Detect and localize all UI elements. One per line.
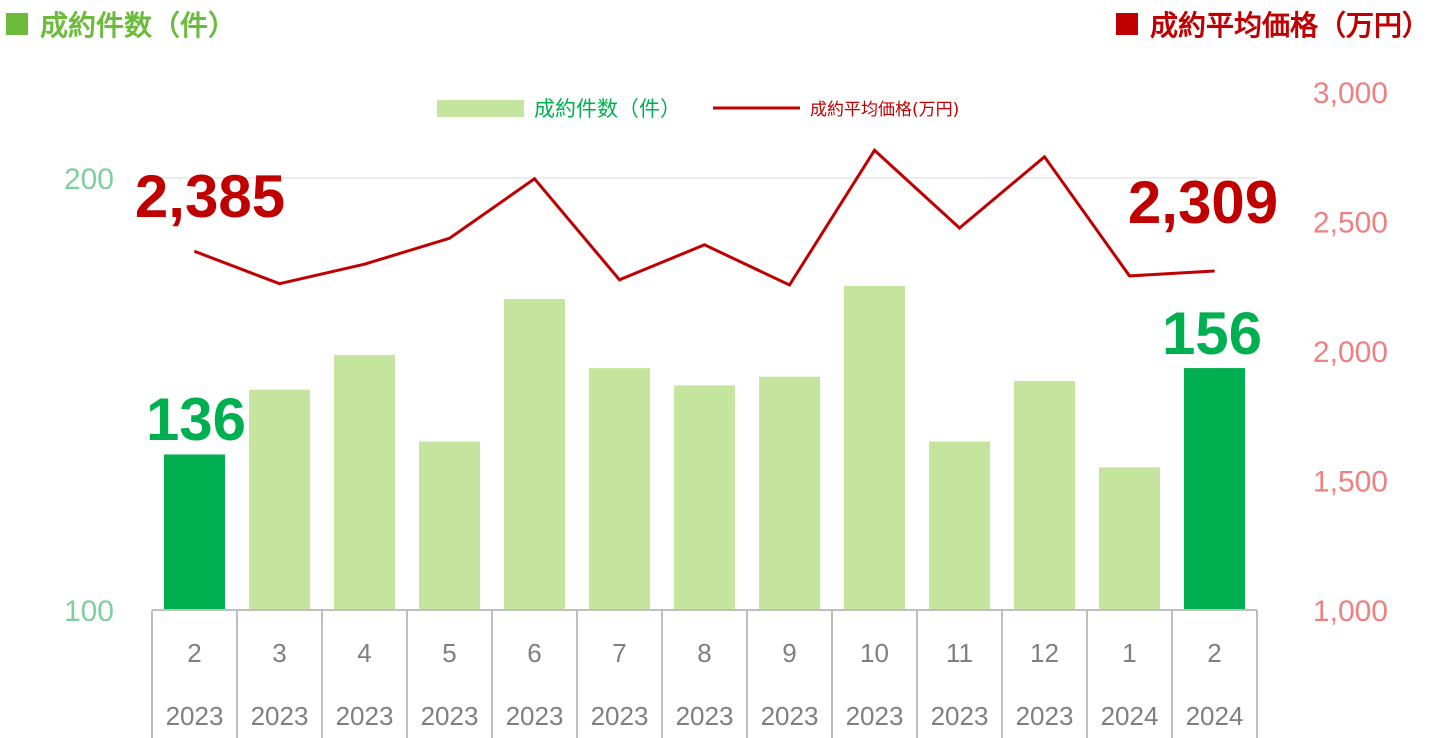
legend-line-label: 成約平均価格(万円) bbox=[810, 100, 959, 120]
month-label: 11 bbox=[946, 638, 973, 668]
line-point bbox=[874, 149, 875, 151]
line-point bbox=[279, 283, 280, 285]
year-label: 2023 bbox=[1016, 701, 1074, 731]
value-callout: 2,309 bbox=[1128, 169, 1278, 236]
bar bbox=[589, 368, 650, 610]
right-axis-tick-label: 1,000 bbox=[1313, 595, 1388, 628]
bar bbox=[929, 441, 990, 610]
value-callout: 156 bbox=[1162, 300, 1262, 367]
month-label: 2 bbox=[187, 638, 201, 668]
line-point bbox=[534, 178, 535, 180]
bar-series-swatch bbox=[6, 13, 28, 35]
value-callout: 2,385 bbox=[135, 163, 285, 230]
line-point bbox=[619, 279, 620, 281]
line-point bbox=[364, 263, 365, 265]
bar bbox=[1014, 381, 1075, 610]
line-point bbox=[789, 284, 790, 286]
line-point bbox=[1129, 275, 1130, 277]
month-label: 9 bbox=[782, 638, 796, 668]
year-label: 2024 bbox=[1101, 701, 1159, 731]
left-axis-tick-label: 100 bbox=[64, 595, 114, 628]
line-point bbox=[194, 250, 195, 252]
year-label: 2023 bbox=[761, 701, 819, 731]
year-label: 2023 bbox=[846, 701, 904, 731]
line-series-swatch bbox=[1115, 13, 1138, 35]
bar bbox=[1184, 368, 1245, 610]
left-axis-tick-label: 200 bbox=[64, 163, 114, 196]
bar bbox=[249, 389, 310, 610]
value-callout: 136 bbox=[146, 386, 246, 453]
month-label: 3 bbox=[272, 638, 286, 668]
line-point bbox=[449, 237, 450, 239]
year-label: 2023 bbox=[336, 701, 394, 731]
year-label: 2023 bbox=[166, 701, 224, 731]
bar bbox=[164, 454, 225, 610]
legend-bar-label: 成約件数（件） bbox=[534, 97, 681, 121]
bar bbox=[1099, 467, 1160, 610]
bar bbox=[334, 355, 395, 610]
bar bbox=[759, 376, 820, 610]
month-label: 6 bbox=[527, 638, 541, 668]
price-line bbox=[193, 147, 1215, 287]
legend-bar-swatch bbox=[437, 100, 524, 117]
right-axis-header: 成約平均価格（万円） bbox=[1115, 4, 1430, 44]
line-point bbox=[959, 227, 960, 229]
right-axis-tick-label: 2,500 bbox=[1313, 207, 1388, 240]
year-label: 2023 bbox=[506, 701, 564, 731]
year-label: 2023 bbox=[676, 701, 734, 731]
bar bbox=[504, 298, 565, 610]
month-label: 10 bbox=[860, 638, 889, 668]
line-point bbox=[704, 244, 705, 246]
year-label: 2024 bbox=[1186, 701, 1244, 731]
left-axis-header: 成約件数（件） bbox=[6, 4, 236, 44]
year-label: 2023 bbox=[931, 701, 989, 731]
year-label: 2023 bbox=[591, 701, 649, 731]
bar bbox=[419, 441, 480, 610]
bar bbox=[674, 385, 735, 610]
line-point bbox=[1214, 270, 1215, 272]
year-label: 2023 bbox=[251, 701, 309, 731]
month-label: 2 bbox=[1207, 638, 1221, 668]
month-label: 4 bbox=[357, 638, 371, 668]
right-axis-tick-label: 3,000 bbox=[1313, 77, 1388, 110]
year-label: 2023 bbox=[421, 701, 479, 731]
right-axis-tick-label: 1,500 bbox=[1313, 466, 1388, 499]
line-point bbox=[1044, 156, 1045, 158]
month-label: 7 bbox=[612, 638, 626, 668]
left-axis-header-label: 成約件数（件） bbox=[40, 9, 237, 42]
month-label: 5 bbox=[442, 638, 456, 668]
right-axis-header-label: 成約平均価格（万円） bbox=[1149, 9, 1430, 42]
month-label: 12 bbox=[1030, 638, 1059, 668]
month-label: 8 bbox=[697, 638, 711, 668]
right-axis-tick-label: 2,000 bbox=[1313, 336, 1388, 369]
month-label: 1 bbox=[1122, 638, 1136, 668]
bar bbox=[844, 286, 905, 610]
